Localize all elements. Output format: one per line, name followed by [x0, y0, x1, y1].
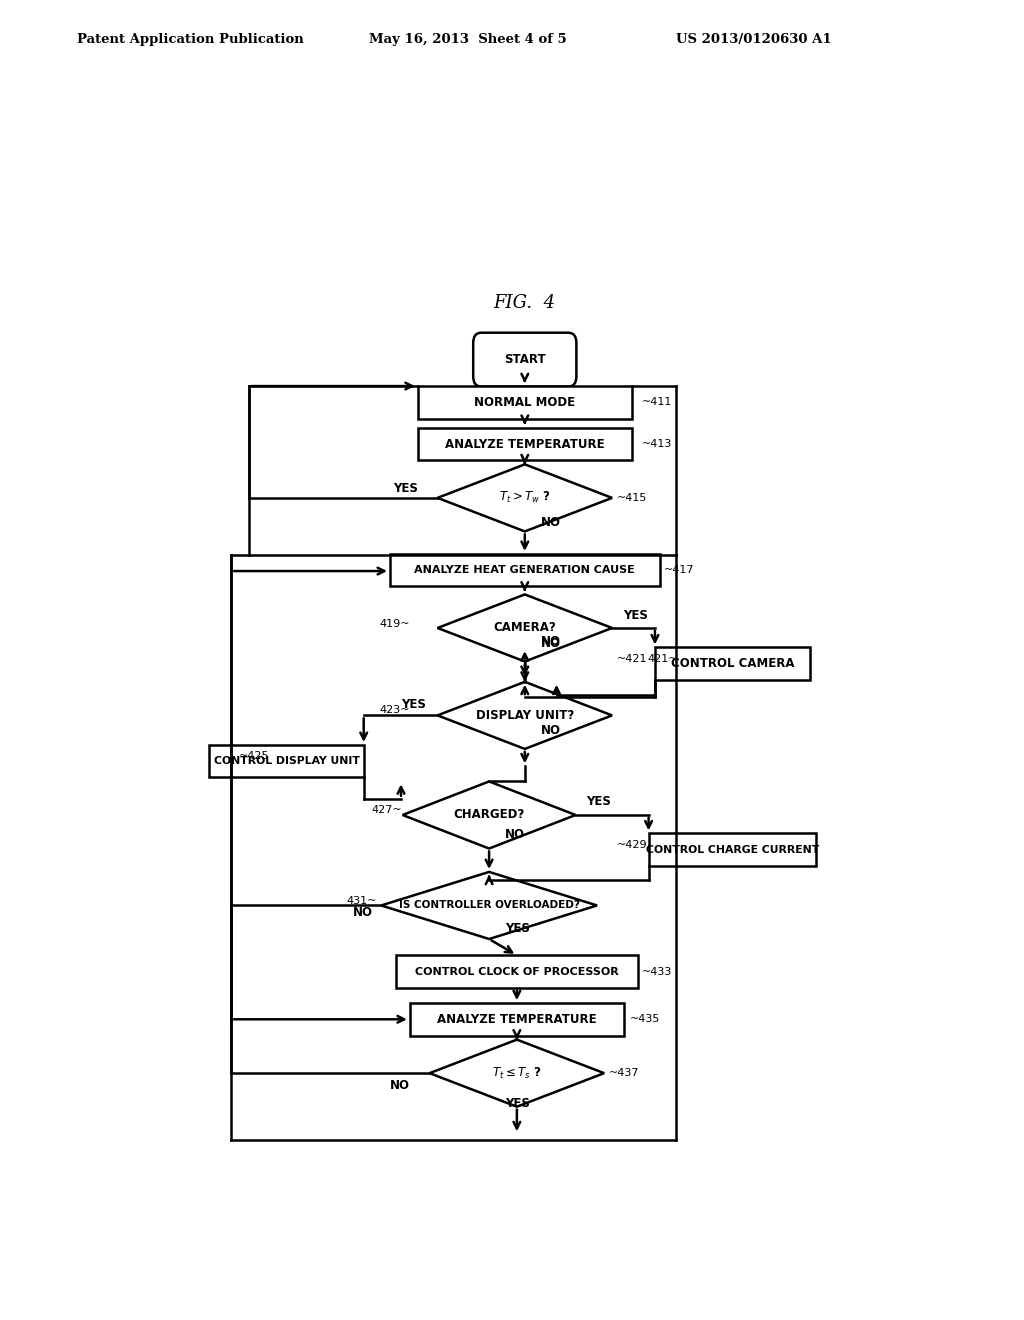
Text: CHARGED?: CHARGED?	[454, 808, 524, 821]
Bar	[649, 833, 816, 866]
Bar	[655, 647, 810, 680]
Text: NORMAL MODE: NORMAL MODE	[474, 396, 575, 409]
Text: YES: YES	[505, 923, 529, 936]
Bar	[410, 1003, 624, 1036]
Text: ~435: ~435	[630, 1014, 659, 1024]
Text: YES: YES	[505, 1097, 529, 1110]
Text: ~429: ~429	[617, 841, 648, 850]
Text: NO: NO	[541, 516, 561, 529]
Text: $T_t > T_w$ ?: $T_t > T_w$ ?	[499, 490, 551, 506]
Text: ANALYZE HEAT GENERATION CAUSE: ANALYZE HEAT GENERATION CAUSE	[415, 565, 635, 576]
Text: US 2013/0120630 A1: US 2013/0120630 A1	[676, 33, 831, 46]
Text: 419~: 419~	[379, 619, 410, 628]
Text: May 16, 2013  Sheet 4 of 5: May 16, 2013 Sheet 4 of 5	[369, 33, 566, 46]
Text: IS CONTROLLER OVERLOADED?: IS CONTROLLER OVERLOADED?	[398, 900, 580, 911]
Text: NO: NO	[541, 725, 561, 737]
Bar	[396, 956, 638, 987]
Text: CONTROL CHARGE CURRENT: CONTROL CHARGE CURRENT	[646, 845, 819, 854]
Text: ~437: ~437	[609, 1068, 639, 1078]
Text: CONTROL CAMERA: CONTROL CAMERA	[671, 657, 795, 671]
Text: YES: YES	[400, 698, 426, 710]
Text: 427~: 427~	[371, 805, 401, 814]
Text: CONTROL CLOCK OF PROCESSOR: CONTROL CLOCK OF PROCESSOR	[415, 966, 618, 977]
Text: YES: YES	[586, 795, 610, 808]
Text: YES: YES	[393, 482, 418, 495]
Text: ANALYZE TEMPERATURE: ANALYZE TEMPERATURE	[445, 437, 604, 450]
Polygon shape	[437, 465, 612, 532]
Text: ~421: ~421	[617, 655, 648, 664]
Text: NO: NO	[505, 828, 525, 841]
Text: FIG.  4: FIG. 4	[494, 294, 556, 312]
Text: DISPLAY UNIT?: DISPLAY UNIT?	[476, 709, 573, 722]
Polygon shape	[437, 682, 612, 748]
Polygon shape	[437, 594, 612, 661]
Text: ANALYZE TEMPERATURE: ANALYZE TEMPERATURE	[437, 1012, 597, 1026]
Text: CAMERA?: CAMERA?	[494, 622, 556, 635]
Bar	[390, 554, 659, 586]
Text: 421~: 421~	[648, 655, 678, 664]
Text: 423~: 423~	[379, 705, 410, 715]
Text: ~411: ~411	[642, 397, 673, 408]
Text: YES: YES	[624, 610, 648, 622]
Text: NO: NO	[541, 635, 561, 648]
Polygon shape	[381, 873, 597, 939]
Bar	[418, 385, 632, 418]
Text: ~425: ~425	[239, 751, 269, 762]
Polygon shape	[402, 781, 575, 849]
Text: $T_t \leq T_s$ ?: $T_t \leq T_s$ ?	[493, 1065, 542, 1081]
Text: ~415: ~415	[616, 492, 647, 503]
Text: NO: NO	[390, 1078, 410, 1092]
Text: Patent Application Publication: Patent Application Publication	[77, 33, 303, 46]
Bar	[418, 428, 632, 461]
Text: CONTROL DISPLAY UNIT: CONTROL DISPLAY UNIT	[214, 756, 359, 766]
FancyBboxPatch shape	[473, 333, 577, 387]
Text: 431~: 431~	[346, 896, 377, 907]
Text: NO: NO	[541, 636, 561, 649]
Text: START: START	[504, 354, 546, 366]
Text: ~433: ~433	[642, 966, 673, 977]
Text: ~413: ~413	[642, 440, 673, 449]
Text: NO: NO	[352, 906, 373, 919]
Bar	[209, 744, 365, 777]
Text: ~417: ~417	[664, 565, 694, 576]
Polygon shape	[430, 1040, 604, 1106]
